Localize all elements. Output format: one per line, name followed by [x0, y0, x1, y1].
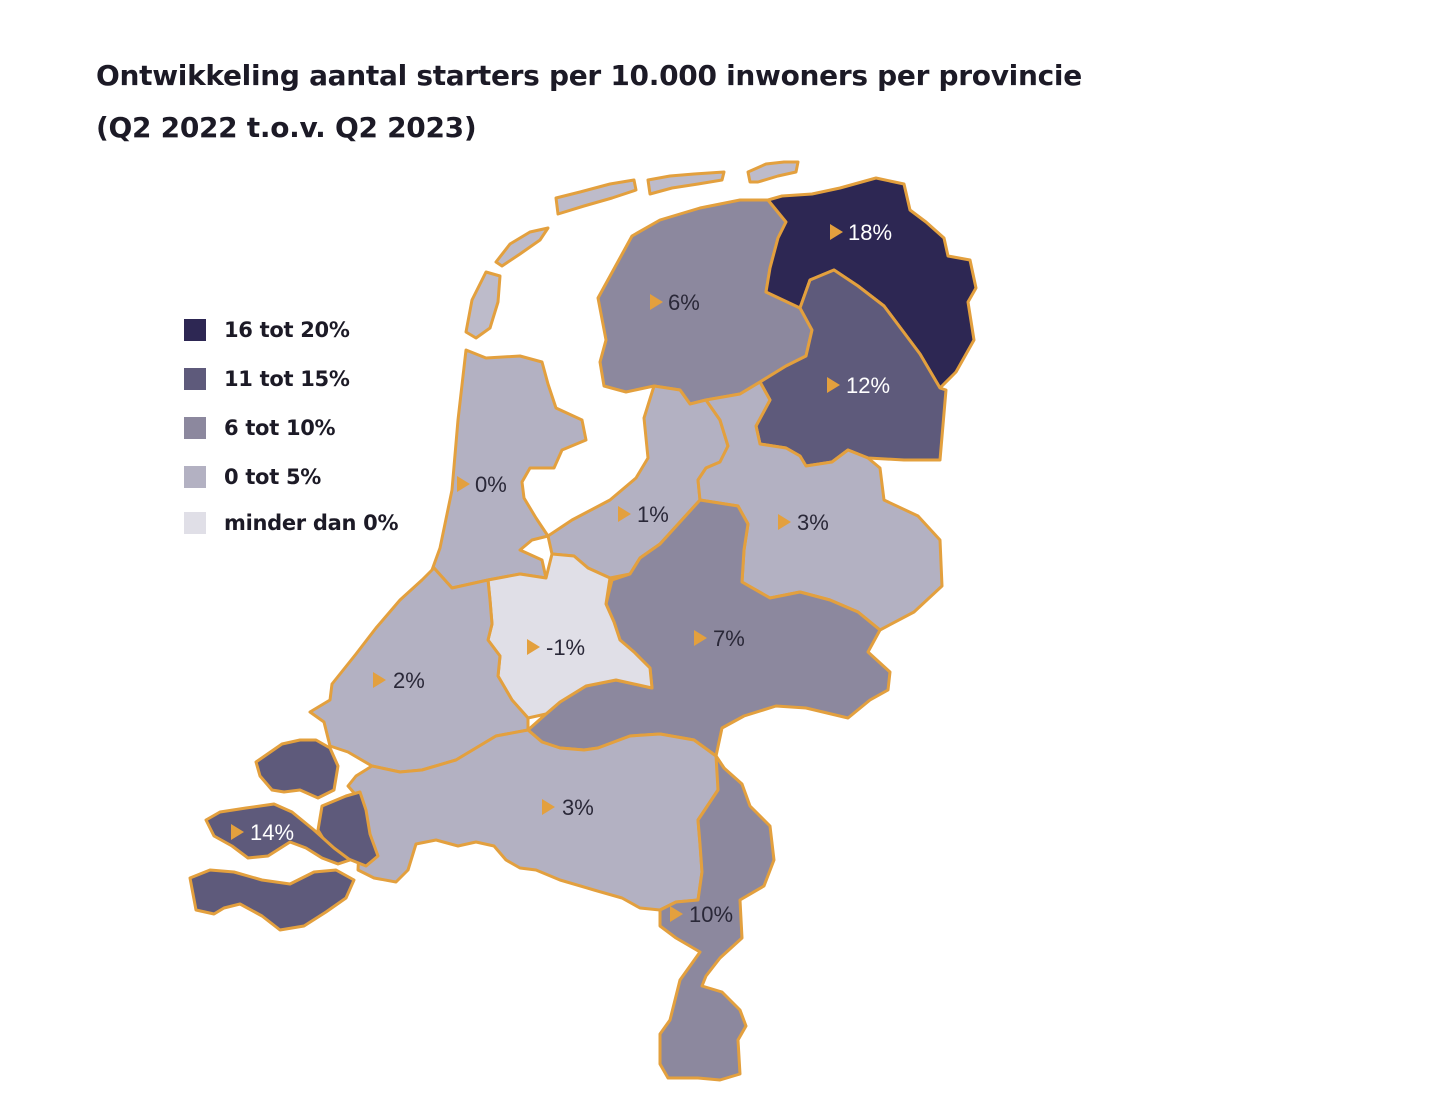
legend-label: 6 tot 10% [224, 416, 336, 440]
province-groningen[interactable] [764, 176, 978, 390]
arrow-marker-icon [830, 224, 843, 240]
island-ameland [646, 170, 726, 196]
value-friesland: 6% [668, 290, 700, 315]
label-friesland: 6% [650, 290, 700, 315]
province-limburg[interactable] [658, 754, 776, 1082]
label-noord-holland: 0% [457, 472, 507, 497]
legend-item: 11 tot 15% [184, 367, 398, 391]
legend-item: 0 tot 5% [184, 465, 398, 489]
value-noord-brabant: 3% [562, 795, 594, 820]
legend-swatch [184, 512, 206, 534]
arrow-marker-icon [231, 824, 244, 840]
island-texel [464, 270, 502, 340]
zeeland-walcheren-beveland [204, 802, 352, 866]
value-overijssel: 3% [797, 510, 829, 535]
arrow-marker-icon [650, 294, 663, 310]
legend-label: 16 tot 20% [224, 318, 350, 342]
arrow-marker-icon [457, 476, 470, 492]
island-terschelling [554, 178, 638, 216]
label-noord-brabant: 3% [542, 795, 594, 820]
legend-item: minder dan 0% [184, 511, 399, 535]
value-zuid-holland: 2% [393, 668, 425, 693]
legend-swatch [184, 319, 206, 341]
value-groningen: 18% [848, 220, 892, 245]
title-line-1: Ontwikkeling aantal starters per 10.000 … [96, 59, 1082, 92]
value-utrecht: -1% [546, 635, 585, 660]
zeeland-vlaanderen [188, 868, 356, 932]
arrow-marker-icon [670, 906, 683, 922]
label-flevoland: 1% [618, 502, 669, 527]
arrow-marker-icon [527, 639, 540, 655]
island-schiermonnikoog [746, 160, 800, 184]
value-labels: 18% 6% 12% 0% 1% 3% -1% 7% [231, 220, 892, 927]
province-zeeland[interactable] [188, 738, 380, 932]
value-flevoland: 1% [637, 502, 669, 527]
legend-item: 6 tot 10% [184, 416, 398, 440]
legend-swatch [184, 466, 206, 488]
label-groningen: 18% [830, 220, 892, 245]
value-zeeland: 14% [250, 820, 294, 845]
arrow-marker-icon [694, 630, 707, 646]
legend-label: 11 tot 15% [224, 367, 350, 391]
value-gelderland: 7% [713, 626, 745, 651]
title-line-2: (Q2 2022 t.o.v. Q2 2023) [96, 111, 477, 144]
label-gelderland: 7% [694, 626, 745, 651]
legend-swatch [184, 417, 206, 439]
map-title: Ontwikkeling aantal starters per 10.000 … [96, 50, 1082, 154]
label-utrecht: -1% [527, 635, 585, 660]
label-overijssel: 3% [778, 510, 829, 535]
label-drenthe: 12% [827, 373, 890, 398]
provinces [188, 176, 978, 1082]
province-overijssel[interactable] [696, 380, 944, 632]
arrow-marker-icon [373, 672, 386, 688]
legend-item: 16 tot 20% [184, 318, 398, 342]
legend-label: minder dan 0% [224, 511, 399, 535]
arrow-marker-icon [827, 377, 840, 393]
label-zeeland: 14% [231, 820, 294, 845]
arrow-marker-icon [778, 514, 791, 530]
legend: 16 tot 20% 11 tot 15% 6 tot 10% 0 tot 5%… [184, 318, 399, 560]
legend-label: 0 tot 5% [224, 465, 321, 489]
value-limburg: 10% [689, 902, 733, 927]
label-zuid-holland: 2% [373, 668, 425, 693]
label-limburg: 10% [670, 902, 733, 927]
island-vlieland [494, 226, 550, 268]
zeeland-schouwen [254, 738, 340, 800]
value-drenthe: 12% [846, 373, 890, 398]
value-noord-holland: 0% [475, 472, 507, 497]
wadden-islands [464, 160, 800, 340]
arrow-marker-icon [542, 799, 555, 815]
arrow-marker-icon [618, 506, 631, 522]
legend-swatch [184, 368, 206, 390]
